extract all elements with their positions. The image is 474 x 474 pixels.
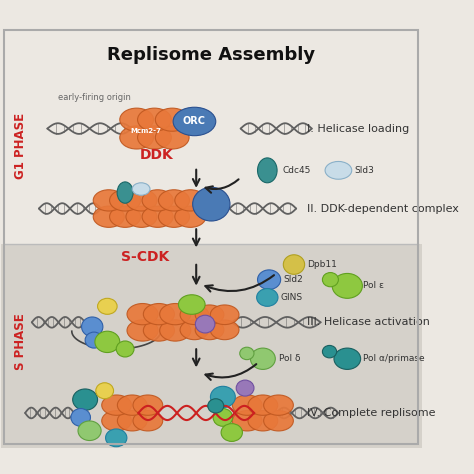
Ellipse shape — [142, 190, 173, 211]
Ellipse shape — [78, 421, 101, 440]
Ellipse shape — [213, 409, 233, 426]
Ellipse shape — [160, 303, 191, 325]
Ellipse shape — [248, 410, 278, 431]
Bar — [0, 27, 422, 244]
Ellipse shape — [257, 158, 277, 183]
Ellipse shape — [127, 303, 158, 325]
Text: I. Helicase loading: I. Helicase loading — [307, 124, 410, 134]
Ellipse shape — [109, 206, 141, 228]
Text: G1 PHASE: G1 PHASE — [14, 113, 27, 180]
Ellipse shape — [173, 107, 216, 136]
Text: Pol δ: Pol δ — [279, 354, 301, 363]
Ellipse shape — [118, 395, 147, 415]
Ellipse shape — [133, 395, 163, 415]
Ellipse shape — [160, 320, 191, 341]
Text: Dpb11: Dpb11 — [307, 260, 337, 269]
Text: Mcm2-7: Mcm2-7 — [130, 128, 161, 134]
Ellipse shape — [332, 273, 363, 298]
Ellipse shape — [132, 183, 150, 195]
Ellipse shape — [178, 295, 205, 314]
Ellipse shape — [142, 206, 173, 228]
Ellipse shape — [322, 273, 338, 287]
Text: ORC: ORC — [183, 117, 206, 127]
Text: early-firing origin: early-firing origin — [57, 93, 130, 102]
Ellipse shape — [180, 305, 209, 325]
Ellipse shape — [264, 395, 293, 415]
Text: Replisome Assembly: Replisome Assembly — [107, 46, 315, 64]
Ellipse shape — [180, 320, 209, 340]
Ellipse shape — [82, 317, 103, 337]
Ellipse shape — [195, 315, 215, 333]
Ellipse shape — [96, 383, 114, 399]
Text: IV. Complete replisome: IV. Complete replisome — [307, 408, 436, 418]
Ellipse shape — [192, 187, 230, 221]
Ellipse shape — [120, 126, 154, 149]
Ellipse shape — [118, 410, 147, 431]
Ellipse shape — [175, 190, 206, 211]
Ellipse shape — [137, 108, 171, 131]
Ellipse shape — [210, 386, 235, 408]
Ellipse shape — [232, 410, 262, 431]
Ellipse shape — [143, 303, 174, 325]
Ellipse shape — [93, 206, 124, 228]
Text: Pol α/primase: Pol α/primase — [363, 354, 425, 363]
Ellipse shape — [98, 298, 117, 314]
Ellipse shape — [236, 380, 254, 396]
Ellipse shape — [250, 348, 275, 369]
Ellipse shape — [195, 320, 224, 340]
Ellipse shape — [322, 346, 337, 358]
Ellipse shape — [102, 410, 131, 431]
Ellipse shape — [106, 429, 127, 447]
Ellipse shape — [175, 206, 206, 228]
Ellipse shape — [232, 395, 262, 415]
Text: III. Helicase activation: III. Helicase activation — [307, 317, 430, 328]
Ellipse shape — [334, 348, 361, 369]
Text: Pol ε: Pol ε — [363, 282, 384, 291]
Ellipse shape — [137, 126, 171, 149]
Text: S PHASE: S PHASE — [14, 313, 27, 370]
Ellipse shape — [264, 410, 293, 431]
Text: GINS: GINS — [281, 293, 303, 302]
Ellipse shape — [93, 190, 124, 211]
Text: DDK: DDK — [139, 148, 173, 162]
Ellipse shape — [126, 190, 157, 211]
Ellipse shape — [120, 108, 154, 131]
Ellipse shape — [158, 190, 190, 211]
Text: Sld3: Sld3 — [355, 166, 374, 175]
Ellipse shape — [71, 409, 91, 426]
Ellipse shape — [256, 289, 278, 306]
Ellipse shape — [102, 395, 131, 415]
Ellipse shape — [325, 162, 352, 179]
Text: S-CDK: S-CDK — [120, 250, 169, 264]
Ellipse shape — [240, 347, 254, 360]
Text: II. DDK-dependent complex: II. DDK-dependent complex — [307, 203, 459, 214]
Ellipse shape — [73, 389, 98, 410]
Ellipse shape — [155, 108, 189, 131]
Ellipse shape — [221, 424, 242, 441]
Ellipse shape — [116, 341, 134, 357]
Ellipse shape — [208, 399, 224, 413]
Ellipse shape — [257, 270, 281, 290]
Ellipse shape — [155, 126, 189, 149]
Ellipse shape — [195, 305, 224, 325]
Ellipse shape — [85, 332, 103, 348]
Ellipse shape — [126, 206, 157, 228]
Ellipse shape — [158, 206, 190, 228]
Text: Sld2: Sld2 — [283, 275, 303, 284]
Ellipse shape — [248, 395, 278, 415]
Bar — [0, 244, 422, 447]
Ellipse shape — [210, 320, 239, 340]
Text: Cdc45: Cdc45 — [283, 166, 311, 175]
Ellipse shape — [143, 320, 174, 341]
Ellipse shape — [95, 331, 120, 353]
Ellipse shape — [283, 255, 305, 274]
Ellipse shape — [109, 190, 141, 211]
Ellipse shape — [127, 320, 158, 341]
Ellipse shape — [117, 182, 133, 203]
Ellipse shape — [210, 305, 239, 325]
Ellipse shape — [133, 410, 163, 431]
